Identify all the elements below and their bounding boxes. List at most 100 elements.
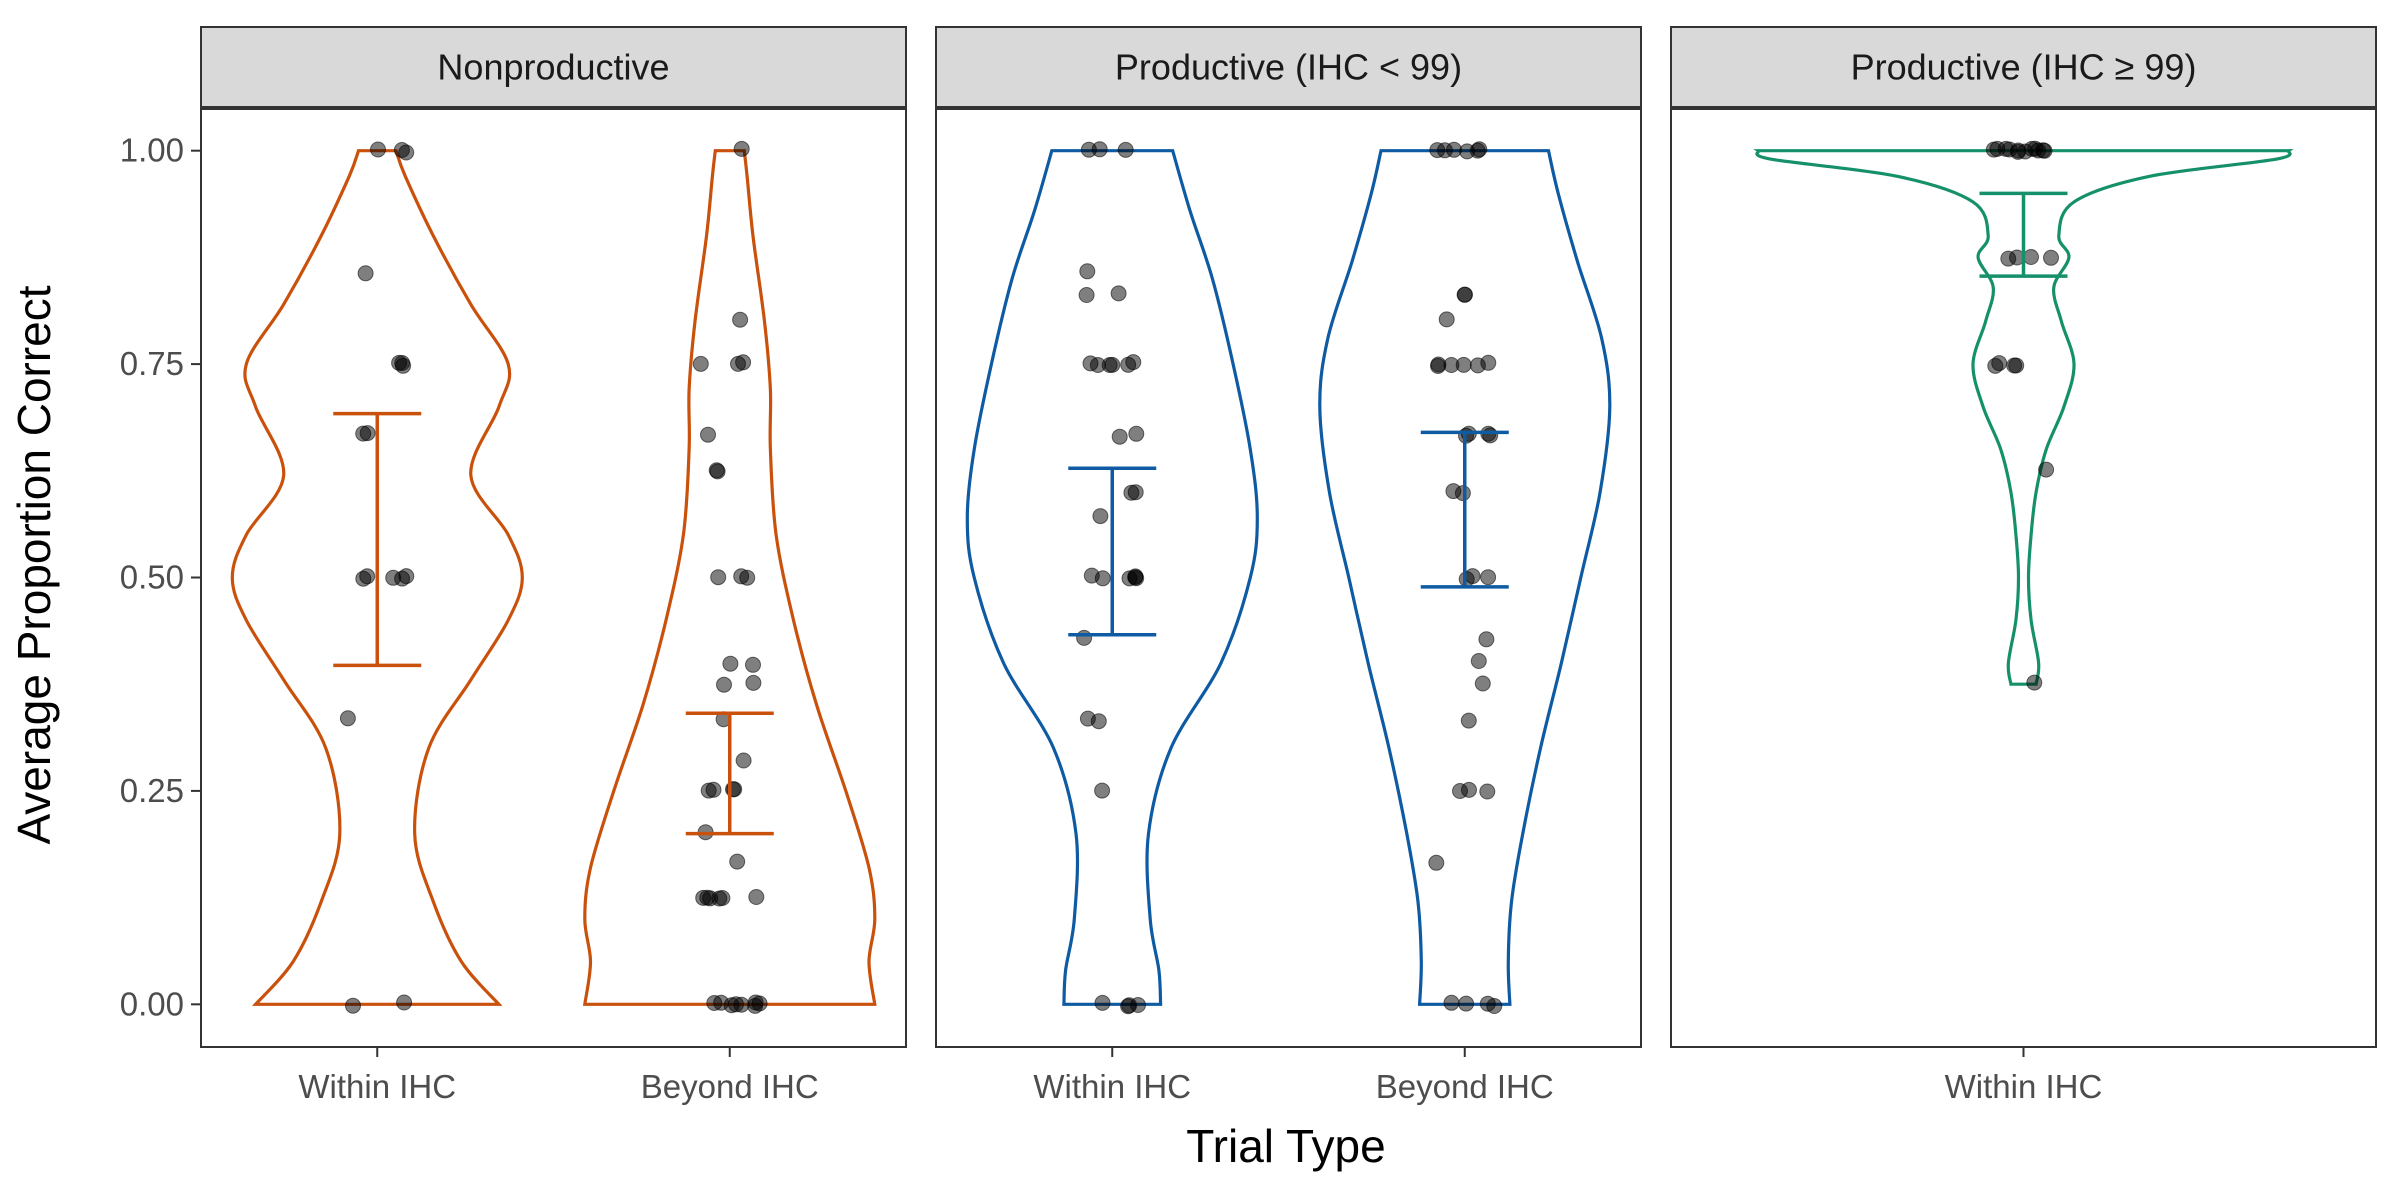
data-point	[1436, 142, 1453, 159]
data-point	[1428, 854, 1445, 871]
data-point	[700, 426, 716, 443]
data-point	[398, 144, 415, 161]
y-axis: 0.00 0.25 0.50 0.75 1.00	[120, 132, 201, 1022]
panel-strip	[935, 26, 1642, 109]
data-point	[1092, 508, 1109, 525]
panels: Nonproductive Within IHC Beyond IHC Product…	[200, 26, 2377, 1105]
data-point	[1458, 995, 1475, 1012]
panel: Nonproductive Within IHC Beyond IHC	[200, 26, 907, 1105]
data-point	[1445, 483, 1462, 500]
data-point	[1438, 311, 1455, 328]
data-point	[745, 674, 762, 691]
data-point	[1128, 425, 1145, 442]
data-point	[1083, 567, 1100, 584]
data-point	[732, 311, 749, 328]
data-point	[2017, 143, 2034, 160]
data-point	[748, 889, 765, 905]
data-point	[1458, 571, 1475, 588]
data-point	[709, 463, 726, 480]
data-point	[1479, 783, 1496, 800]
violin-outline	[965, 149, 1259, 1006]
data-point	[1120, 998, 1137, 1015]
data-point	[345, 997, 361, 1014]
panel-border	[935, 107, 1642, 1048]
panel-strip	[200, 26, 907, 109]
data-point	[735, 752, 752, 769]
data-point	[1455, 356, 1472, 373]
data-point	[2036, 142, 2053, 159]
data-point	[716, 676, 732, 693]
data-point	[2006, 357, 2023, 374]
data-point	[355, 425, 372, 442]
data-point	[1470, 653, 1487, 669]
x-tick-label: Beyond IHC	[1376, 1068, 1554, 1105]
data-point	[1094, 782, 1111, 799]
data-point	[1125, 354, 1142, 371]
data-point	[1469, 357, 1486, 374]
data-point	[2026, 674, 2043, 691]
y-tick-label: 1.00	[120, 132, 184, 169]
violin-group: Within IHC	[965, 141, 1259, 1105]
data-point	[398, 568, 415, 585]
x-tick-label: Within IHC	[1033, 1068, 1191, 1105]
data-point	[339, 710, 356, 727]
panel-title: Nonproductive	[437, 47, 669, 88]
data-point	[751, 995, 768, 1012]
violin-outline	[230, 149, 524, 1006]
data-point	[395, 357, 412, 374]
panel-title: Productive (IHC ≥ 99)	[1851, 47, 2197, 88]
data-point	[730, 355, 746, 372]
data-point	[1486, 998, 1503, 1014]
data-point	[2043, 249, 2059, 266]
data-point	[1430, 358, 1446, 374]
data-point	[1478, 631, 1495, 648]
violin-group: Beyond IHC	[1318, 141, 1612, 1105]
panel-strip	[1670, 26, 2377, 109]
data-point	[1127, 569, 1144, 586]
data-point	[1078, 287, 1095, 303]
data-point	[355, 570, 372, 587]
violin-outline	[582, 149, 877, 1006]
data-point	[2038, 461, 2055, 478]
data-point	[1987, 357, 2004, 374]
data-point	[1460, 712, 1477, 729]
data-point	[729, 853, 746, 870]
x-tick-label: Within IHC	[1945, 1068, 2103, 1105]
y-tick-label: 0.75	[120, 345, 184, 382]
panel: Productive (IHC ≥ 99) Within IHC	[1670, 26, 2377, 1105]
data-point	[1989, 140, 2006, 157]
data-point	[710, 569, 727, 586]
data-point	[745, 656, 761, 673]
violin-group: Within IHC	[230, 141, 524, 1105]
data-point	[1089, 357, 1106, 373]
data-point	[1111, 428, 1128, 445]
data-point	[705, 781, 722, 798]
panel-border	[200, 107, 907, 1048]
data-point	[1079, 263, 1096, 280]
data-point	[2023, 249, 2039, 265]
data-point	[1127, 484, 1144, 501]
y-tick-label: 0.50	[120, 559, 184, 596]
y-axis-title: Average Proportion Correct	[8, 285, 60, 844]
panel-title: Productive (IHC < 99)	[1115, 47, 1462, 88]
data-point	[1480, 569, 1497, 586]
data-point	[728, 996, 744, 1013]
violin-group: Within IHC	[1753, 140, 2294, 1105]
data-point	[733, 140, 750, 157]
x-tick-label: Beyond IHC	[641, 1068, 819, 1105]
y-tick-label: 0.00	[120, 985, 184, 1022]
data-point	[702, 890, 719, 907]
data-point	[739, 569, 756, 586]
data-point	[370, 141, 386, 158]
data-point	[1110, 285, 1127, 302]
data-point	[1469, 142, 1486, 159]
y-tick-label: 0.25	[120, 772, 184, 809]
violin-outline	[1318, 149, 1612, 1006]
data-point	[1090, 713, 1107, 730]
data-point	[692, 355, 709, 372]
data-point	[1117, 141, 1134, 158]
data-point	[1457, 286, 1473, 303]
data-point	[722, 655, 739, 672]
data-point	[396, 994, 413, 1011]
